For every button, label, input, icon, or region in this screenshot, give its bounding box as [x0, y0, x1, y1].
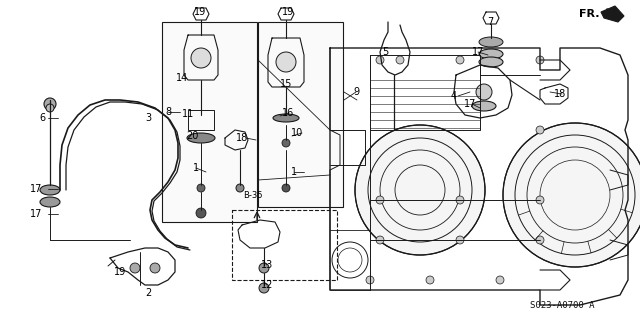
Text: 1: 1: [193, 163, 199, 173]
Ellipse shape: [479, 57, 503, 67]
Circle shape: [191, 48, 211, 68]
Text: S023-A0700 A: S023-A0700 A: [530, 301, 595, 310]
Text: 2: 2: [145, 288, 151, 298]
Circle shape: [396, 56, 404, 64]
Circle shape: [259, 263, 269, 273]
Circle shape: [456, 236, 464, 244]
Circle shape: [337, 137, 343, 143]
Ellipse shape: [40, 185, 60, 195]
Text: 10: 10: [291, 128, 303, 138]
Circle shape: [44, 98, 56, 110]
Text: 14: 14: [176, 73, 188, 83]
Ellipse shape: [187, 133, 215, 143]
Circle shape: [476, 84, 492, 100]
Text: 6: 6: [39, 113, 45, 123]
Circle shape: [366, 276, 374, 284]
Ellipse shape: [273, 114, 299, 122]
Text: 1: 1: [291, 167, 297, 177]
Circle shape: [150, 263, 160, 273]
Circle shape: [503, 123, 640, 267]
Text: 13: 13: [261, 260, 273, 270]
Text: 18: 18: [236, 133, 248, 143]
Text: 17: 17: [464, 99, 476, 109]
Ellipse shape: [479, 49, 503, 59]
Circle shape: [282, 139, 290, 147]
Text: 16: 16: [282, 108, 294, 118]
Circle shape: [536, 196, 544, 204]
Circle shape: [197, 184, 205, 192]
Text: 19: 19: [114, 267, 126, 277]
Circle shape: [376, 236, 384, 244]
Text: 17: 17: [472, 47, 484, 57]
Bar: [232, 210, 337, 280]
Ellipse shape: [472, 101, 496, 111]
Text: 17: 17: [30, 209, 42, 219]
Circle shape: [130, 263, 140, 273]
Text: 20: 20: [186, 131, 198, 141]
Circle shape: [456, 56, 464, 64]
Circle shape: [196, 208, 206, 218]
Bar: [162, 22, 257, 222]
Circle shape: [46, 104, 54, 112]
Ellipse shape: [479, 37, 503, 47]
Bar: [188, 110, 214, 130]
Text: 7: 7: [487, 17, 493, 27]
Polygon shape: [601, 6, 624, 22]
Text: 15: 15: [280, 79, 292, 89]
Text: 17: 17: [30, 184, 42, 194]
Bar: [258, 22, 343, 207]
Text: 9: 9: [353, 87, 359, 97]
Circle shape: [536, 56, 544, 64]
Text: 4: 4: [451, 91, 457, 101]
Text: FR.: FR.: [579, 9, 599, 19]
Circle shape: [496, 276, 504, 284]
Text: 12: 12: [261, 280, 273, 290]
Circle shape: [276, 52, 296, 72]
Circle shape: [376, 196, 384, 204]
Text: 3: 3: [145, 113, 151, 123]
Text: 19: 19: [194, 7, 206, 17]
Text: 18: 18: [554, 89, 566, 99]
Circle shape: [259, 283, 269, 293]
Circle shape: [355, 125, 485, 255]
Text: 8: 8: [165, 107, 171, 117]
Ellipse shape: [40, 197, 60, 207]
Text: 5: 5: [382, 47, 388, 57]
Circle shape: [236, 184, 244, 192]
Circle shape: [282, 184, 290, 192]
Text: 11: 11: [182, 109, 194, 119]
Circle shape: [426, 276, 434, 284]
Circle shape: [456, 196, 464, 204]
Text: 19: 19: [282, 7, 294, 17]
Circle shape: [536, 236, 544, 244]
Circle shape: [337, 157, 343, 163]
Circle shape: [536, 126, 544, 134]
Circle shape: [376, 56, 384, 64]
Text: B-35: B-35: [243, 190, 263, 199]
